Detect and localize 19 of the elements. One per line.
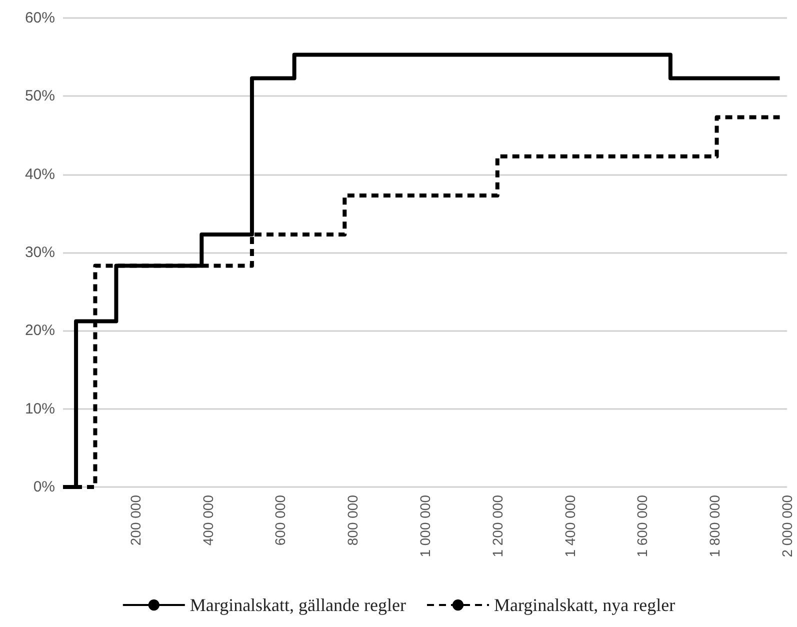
x-tick-label: 1 600 000 <box>634 494 650 558</box>
x-tick-label: 2 000 000 <box>779 494 795 558</box>
legend-label: Marginalskatt, gällande regler <box>190 595 406 615</box>
y-tick-label: 50% <box>24 88 55 105</box>
x-tick-label: 1 400 000 <box>562 494 578 558</box>
y-tick-label: 20% <box>24 322 55 340</box>
y-tick-label: 0% <box>33 478 55 496</box>
x-tick-label: 1 200 000 <box>489 494 506 558</box>
x-tick-label: 200 000 <box>127 494 144 546</box>
y-tick-label: 30% <box>24 244 55 261</box>
x-tick-label: 1 800 000 <box>706 494 723 558</box>
x-tick-label: 400 000 <box>200 494 216 546</box>
legend-label: Marginalskatt, nya regler <box>494 595 676 615</box>
y-tick-label: 60% <box>24 10 55 26</box>
x-tick-label: 1 000 000 <box>417 494 433 558</box>
x-tick-label: 800 000 <box>344 494 361 546</box>
x-tick-label: 600 000 <box>272 494 288 546</box>
y-tick-label: 10% <box>24 400 55 418</box>
y-tick-label: 40% <box>24 166 55 183</box>
